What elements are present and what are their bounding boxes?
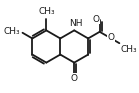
Text: O: O	[71, 74, 78, 83]
Text: O: O	[93, 15, 100, 24]
Text: NH: NH	[69, 19, 82, 28]
Text: CH₃: CH₃	[38, 7, 55, 16]
Text: O: O	[108, 33, 115, 42]
Text: CH₃: CH₃	[3, 27, 20, 36]
Text: CH₃: CH₃	[120, 45, 137, 54]
